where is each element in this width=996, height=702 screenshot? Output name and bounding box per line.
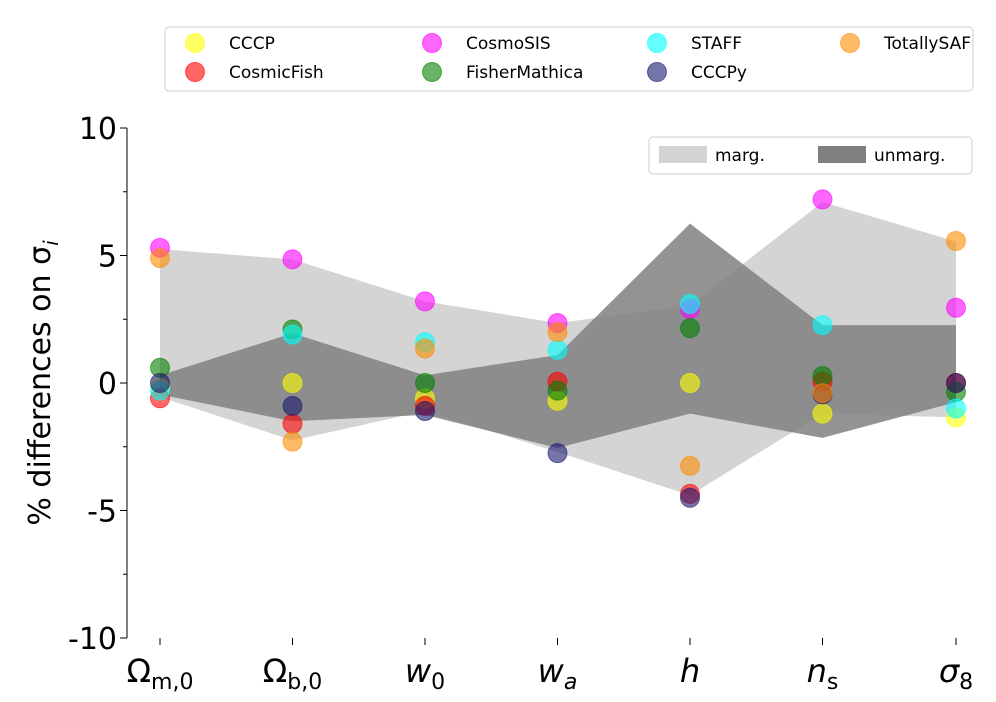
legend-label: FisherMathica bbox=[466, 63, 583, 83]
x-tick-sub: 0 bbox=[431, 670, 445, 695]
point-CosmoSIS bbox=[946, 297, 966, 318]
x-tick-sub: b,0 bbox=[287, 670, 322, 695]
point-CCCPy bbox=[680, 487, 700, 508]
x-tick-sub: a bbox=[564, 670, 577, 695]
point-TotallySAF bbox=[812, 383, 833, 404]
point-CosmoSIS bbox=[282, 249, 303, 270]
legend-label: TotallySAF bbox=[883, 34, 971, 54]
point-TotallySAF bbox=[680, 455, 700, 476]
y-axis-label-sub: i bbox=[39, 240, 63, 246]
x-tick-sub: 8 bbox=[959, 670, 973, 695]
point-CCCPy bbox=[547, 443, 568, 464]
legend-marker bbox=[647, 62, 667, 82]
point-CCCPy bbox=[282, 395, 303, 416]
y-tick-label: -5 bbox=[87, 495, 117, 530]
series-legend: CCCP CosmicFish CosmoSIS FisherMathica STAFF… bbox=[164, 26, 974, 92]
x-tick-label: ns bbox=[807, 652, 839, 695]
point-CCCP bbox=[812, 403, 833, 424]
band-legend-swatch bbox=[659, 146, 707, 163]
x-tick-label: w0 bbox=[405, 652, 445, 695]
point-CCCPy bbox=[150, 373, 170, 393]
x-tick-label: h bbox=[680, 652, 700, 690]
point-TotallySAF bbox=[547, 322, 568, 342]
legend-marker bbox=[840, 33, 860, 53]
band-unmarg bbox=[160, 223, 956, 449]
band-legend-label: unmarg. bbox=[874, 146, 945, 166]
x-tick-label: Ωm,0 bbox=[127, 652, 194, 695]
x-tick-label: σ8 bbox=[939, 652, 973, 695]
y-tick-label: 5 bbox=[98, 240, 117, 275]
legend-frame bbox=[164, 26, 974, 92]
x-tick-main: n bbox=[807, 652, 827, 690]
point-CCCP bbox=[680, 373, 700, 393]
legend-marker bbox=[422, 33, 442, 53]
point-FisherMathica bbox=[415, 373, 435, 393]
point-STAFF bbox=[282, 324, 303, 345]
x-tick-main: h bbox=[680, 652, 700, 690]
point-CCCPy bbox=[415, 401, 435, 422]
point-STAFF bbox=[680, 293, 700, 314]
y-tick-label: 10 bbox=[79, 112, 117, 147]
point-TotallySAF bbox=[150, 248, 170, 269]
point-STAFF bbox=[946, 398, 966, 419]
x-tick-main: w bbox=[538, 652, 565, 690]
y-tick-label: 0 bbox=[98, 367, 117, 402]
x-tick-main: w bbox=[405, 652, 432, 690]
point-STAFF bbox=[812, 315, 833, 336]
band-legend-frame bbox=[648, 136, 973, 175]
legend-label: CosmoSIS bbox=[466, 34, 551, 54]
x-tick-main: σ bbox=[939, 652, 961, 690]
point-CosmoSIS bbox=[415, 291, 435, 312]
band-legend-swatch bbox=[818, 146, 866, 163]
point-CosmoSIS bbox=[812, 189, 833, 210]
x-tick-label: wa bbox=[538, 652, 578, 695]
point-STAFF bbox=[547, 339, 568, 360]
point-FisherMathica bbox=[680, 318, 700, 339]
legend-marker bbox=[647, 33, 667, 53]
point-TotallySAF bbox=[282, 431, 303, 452]
point-FisherMathica bbox=[547, 380, 568, 401]
legend-marker bbox=[185, 33, 205, 53]
legend-label: CosmicFish bbox=[229, 63, 324, 83]
point-CCCPy bbox=[946, 373, 966, 393]
legend-label: STAFF bbox=[691, 34, 742, 54]
point-TotallySAF bbox=[946, 230, 966, 251]
legend-label: CCCP bbox=[229, 34, 275, 54]
x-tick-label: Ωb,0 bbox=[263, 652, 322, 695]
point-CCCP bbox=[282, 373, 303, 393]
x-tick-sub: s bbox=[827, 670, 838, 695]
point-TotallySAF bbox=[415, 338, 435, 359]
point-FisherMathica bbox=[812, 366, 833, 387]
band-legend: marg. unmarg. bbox=[648, 136, 973, 175]
y-axis-label: % differences on σi bbox=[23, 240, 63, 526]
legend-label: CCCPy bbox=[691, 63, 747, 83]
x-tick-sub: m,0 bbox=[151, 670, 193, 695]
x-tick-main: Ω bbox=[263, 652, 287, 690]
legend-marker bbox=[422, 62, 442, 82]
x-tick-main: Ω bbox=[127, 652, 151, 690]
legend-marker bbox=[185, 62, 205, 82]
band-legend-label: marg. bbox=[715, 146, 765, 166]
y-tick-label: -10 bbox=[68, 622, 117, 657]
point-CosmicFish bbox=[282, 413, 303, 434]
